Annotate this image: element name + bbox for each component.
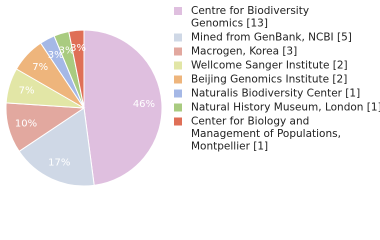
legend-swatch xyxy=(174,75,182,84)
slice-label: 46% xyxy=(133,99,155,110)
legend-line: Management of Populations, xyxy=(191,128,341,140)
slice-label: 3% xyxy=(48,50,64,61)
legend-swatch xyxy=(174,33,182,42)
legend-swatch xyxy=(174,89,182,98)
legend-line: Genomics [13] xyxy=(191,18,268,30)
legend-label: Natural History Museum, London [1] xyxy=(191,102,380,114)
pie-slice xyxy=(83,29,163,186)
legend-line: Montpellier [1] xyxy=(191,141,268,153)
legend-line: Natural History Museum, London [1] xyxy=(191,102,380,114)
slice-label: 17% xyxy=(48,158,70,169)
slice-label: 3% xyxy=(59,46,75,57)
legend-label: Mined from GenBank, NCBI [5] xyxy=(191,32,352,44)
legend-swatch xyxy=(174,47,182,56)
legend-line: Wellcome Sanger Institute [2] xyxy=(191,60,348,72)
legend-label: Center for Biology and Management of Popu… xyxy=(191,116,341,153)
slice-label: 3% xyxy=(70,43,86,54)
pie-slice xyxy=(18,107,95,187)
legend-swatch xyxy=(174,103,182,112)
legend-swatch xyxy=(174,117,182,126)
legend-line: Centre for Biodiversity xyxy=(191,5,309,17)
legend-label: Naturalis Biodiversity Center [1] xyxy=(191,88,360,100)
legend-label: Wellcome Sanger Institute [2] xyxy=(191,60,348,72)
legend-line: Mined from GenBank, NCBI [5] xyxy=(191,32,352,44)
legend-line: Beijing Genomics Institute [2] xyxy=(191,74,347,86)
legend-swatch xyxy=(174,61,182,70)
legend-label: Beijing Genomics Institute [2] xyxy=(191,74,347,86)
slice-label: 7% xyxy=(32,62,48,73)
pie-slice xyxy=(68,29,85,109)
slice-label: 10% xyxy=(15,119,37,130)
legend-label: Macrogen, Korea [3] xyxy=(191,46,297,58)
legend-label: Centre for Biodiversity Genomics [13] xyxy=(191,5,309,30)
slice-label: 7% xyxy=(19,86,35,97)
legend-line: Center for Biology and xyxy=(191,116,309,128)
legend-line: Naturalis Biodiversity Center [1] xyxy=(191,88,360,100)
legend-line: Macrogen, Korea [3] xyxy=(191,46,297,58)
legend-swatch xyxy=(174,7,182,15)
